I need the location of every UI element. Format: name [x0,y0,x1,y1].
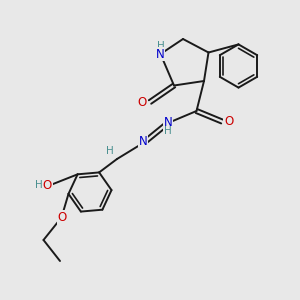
Text: N: N [139,135,148,148]
Text: O: O [43,179,52,192]
Text: H: H [157,41,164,51]
Text: N: N [164,116,172,130]
Text: O: O [58,211,67,224]
Text: H: H [35,180,43,190]
Text: O: O [138,95,147,109]
Text: H: H [164,126,172,136]
Text: N: N [156,47,165,61]
Text: H: H [106,146,113,157]
Text: O: O [224,115,233,128]
